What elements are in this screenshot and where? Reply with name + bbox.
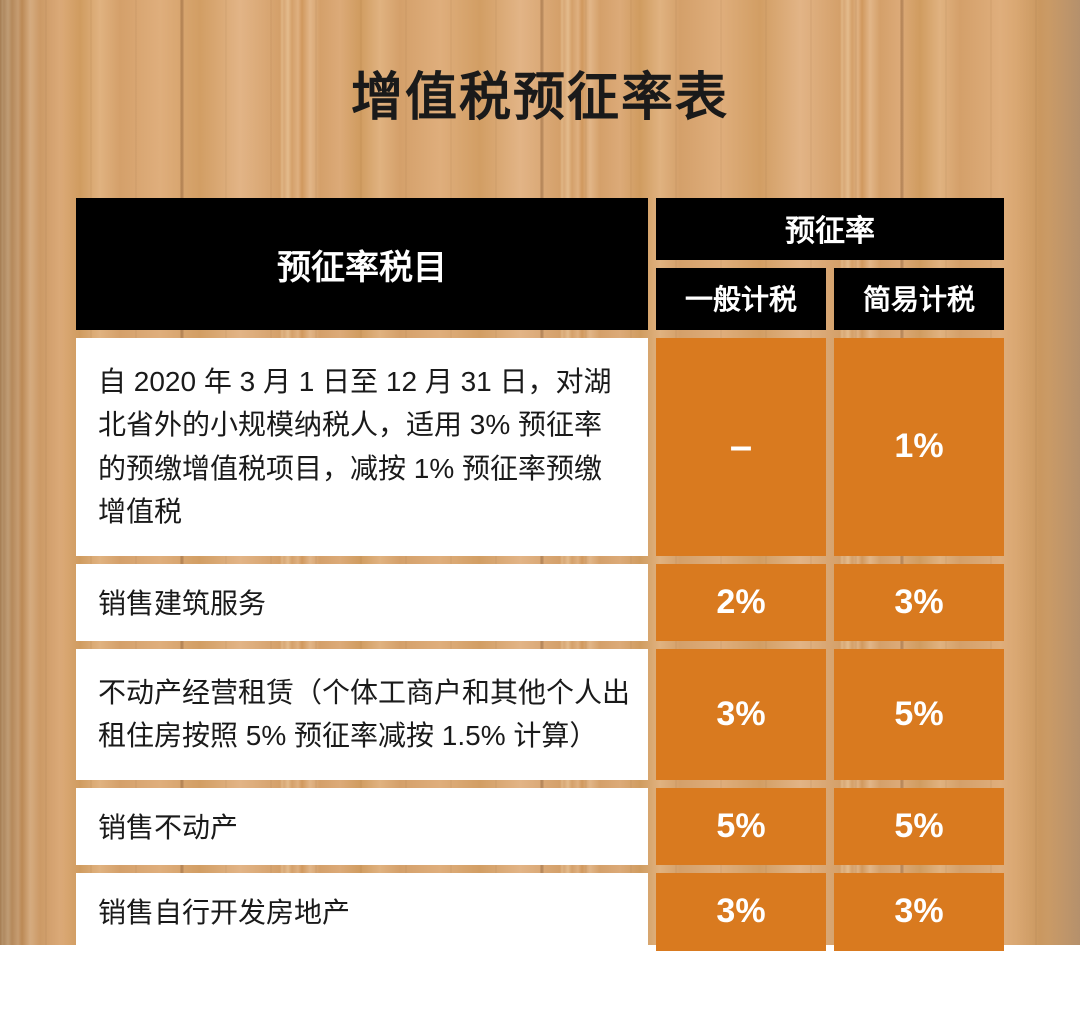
header-simple: 简易计税 bbox=[834, 268, 1004, 330]
desc-cell: 销售建筑服务 bbox=[76, 564, 648, 641]
table-body: 自 2020 年 3 月 1 日至 12 月 31 日，对湖北省外的小规模纳税人… bbox=[76, 338, 1004, 951]
rate-general-cell: 2% bbox=[656, 564, 826, 641]
table-header-row-1: 预征率税目 预征率 bbox=[76, 198, 1004, 260]
rate-general-cell: 5% bbox=[656, 788, 826, 865]
rate-general-cell: – bbox=[656, 338, 826, 556]
table-row: 自 2020 年 3 月 1 日至 12 月 31 日，对湖北省外的小规模纳税人… bbox=[76, 338, 1004, 556]
desc-cell: 销售自行开发房地产 bbox=[76, 873, 648, 950]
table-row: 不动产经营租赁（个体工商户和其他个人出租住房按照 5% 预征率减按 1.5% 计… bbox=[76, 649, 1004, 780]
rate-simple-cell: 3% bbox=[834, 873, 1004, 950]
page-title: 增值税预征率表 bbox=[68, 55, 1012, 130]
content-wrapper: 增值税预征率表 预征率税目 预征率 一般计税 简易计税 自 2020 年 3 月… bbox=[0, 0, 1080, 1019]
table-row: 销售自行开发房地产 3% 3% bbox=[76, 873, 1004, 950]
header-tax-item: 预征率税目 bbox=[76, 198, 648, 330]
header-rate-group: 预征率 bbox=[656, 198, 1004, 260]
rate-simple-cell: 5% bbox=[834, 649, 1004, 780]
table-row: 销售建筑服务 2% 3% bbox=[76, 564, 1004, 641]
desc-cell: 自 2020 年 3 月 1 日至 12 月 31 日，对湖北省外的小规模纳税人… bbox=[76, 338, 648, 556]
rate-simple-cell: 3% bbox=[834, 564, 1004, 641]
rate-simple-cell: 1% bbox=[834, 338, 1004, 556]
desc-cell: 不动产经营租赁（个体工商户和其他个人出租住房按照 5% 预征率减按 1.5% 计… bbox=[76, 649, 648, 780]
vat-rate-table: 预征率税目 预征率 一般计税 简易计税 自 2020 年 3 月 1 日至 12… bbox=[68, 190, 1012, 959]
table-row: 销售不动产 5% 5% bbox=[76, 788, 1004, 865]
rate-general-cell: 3% bbox=[656, 649, 826, 780]
desc-cell: 销售不动产 bbox=[76, 788, 648, 865]
rate-simple-cell: 5% bbox=[834, 788, 1004, 865]
header-general: 一般计税 bbox=[656, 268, 826, 330]
rate-general-cell: 3% bbox=[656, 873, 826, 950]
